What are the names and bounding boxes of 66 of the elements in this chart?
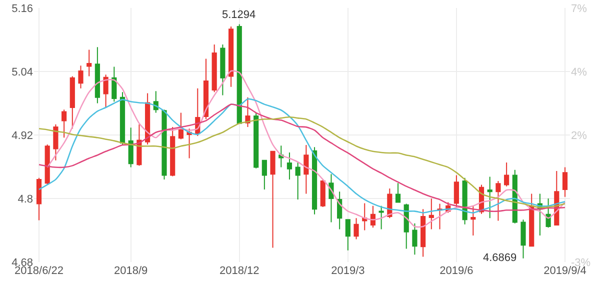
- candlestick: [320, 178, 326, 208]
- candlestick: [370, 205, 376, 228]
- candlestick: [428, 198, 434, 230]
- x-tick-label: 2018/12: [219, 265, 260, 277]
- candlestick: [245, 96, 250, 128]
- candlestick: [295, 161, 300, 200]
- candlestick: [112, 66, 117, 102]
- line-series: [46, 70, 566, 228]
- candlestick: [62, 109, 67, 138]
- x-tick-label: 2019/9/4: [544, 265, 586, 277]
- candlestick: [170, 126, 176, 177]
- candlestick: [529, 193, 534, 248]
- candlestick: [53, 124, 58, 161]
- candlestick: [378, 205, 384, 230]
- candlestick: [504, 162, 510, 187]
- candlestick: [412, 222, 418, 256]
- candlestick: [162, 110, 167, 180]
- candlestick: [496, 180, 501, 222]
- candlestick: [437, 203, 442, 230]
- candlestick: [70, 76, 75, 130]
- candlestick: [220, 44, 226, 96]
- candlestick: [487, 176, 492, 219]
- candlestick: [254, 112, 259, 169]
- candlestick: [462, 177, 468, 225]
- candlestick: [328, 174, 334, 223]
- candlestick: [454, 174, 459, 208]
- x-tick-label: 2019/6: [440, 265, 474, 277]
- candlestick: [546, 198, 551, 228]
- candlestick: [203, 58, 209, 120]
- candlestick: [44, 144, 50, 186]
- candlestick: [212, 44, 217, 93]
- candlestick: [304, 144, 309, 194]
- candlestick: [128, 127, 134, 168]
- candlestick: [286, 152, 292, 180]
- x-tick-label: 2018/9: [114, 265, 148, 277]
- candlestick: [186, 128, 192, 159]
- candlestick: [470, 205, 476, 236]
- candlestick: [420, 208, 426, 258]
- y-tick-label: 4.92: [12, 130, 33, 142]
- candlestick: [228, 26, 234, 88]
- candlestick: [312, 146, 318, 215]
- candlestick: [520, 219, 526, 259]
- candlestick: [103, 74, 108, 108]
- candlestick: [262, 159, 267, 190]
- annotation: 4.6869: [483, 252, 517, 264]
- candlestick: [337, 191, 342, 230]
- candlestick: [562, 166, 568, 198]
- candlestick: [362, 202, 368, 231]
- candlestick: [78, 65, 84, 89]
- candlestick: [120, 92, 126, 146]
- candlestick: [278, 145, 284, 168]
- candlestick: [345, 219, 350, 251]
- candlestick: [86, 49, 92, 77]
- candlestick: [136, 124, 142, 166]
- candlestick: [395, 182, 401, 204]
- y-tick-label: 5.16: [12, 2, 33, 15]
- candlestick: [354, 218, 359, 240]
- candlestick: [36, 177, 42, 221]
- x-tick-label: 2019/3: [331, 265, 365, 277]
- candlestick: [270, 150, 276, 248]
- annotation: 5.1294: [222, 9, 256, 21]
- y-tick-label: 5.04: [12, 66, 33, 78]
- candlestick: [178, 112, 184, 140]
- candlestick: [94, 46, 100, 104]
- y-tick-label: 4.8: [18, 193, 33, 206]
- x-tick-label: 2018/6/22: [14, 265, 64, 277]
